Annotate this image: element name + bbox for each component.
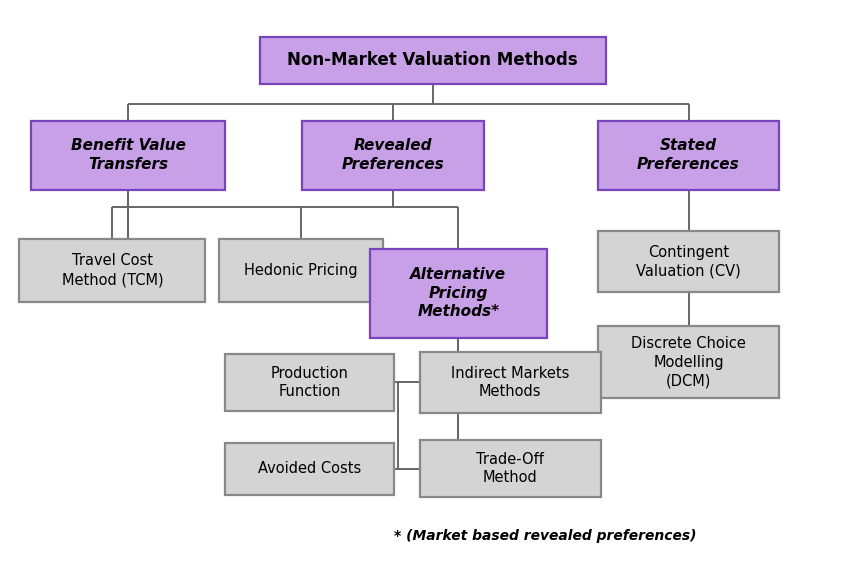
Text: Stated
Preferences: Stated Preferences <box>638 139 740 172</box>
FancyBboxPatch shape <box>31 121 225 190</box>
FancyBboxPatch shape <box>225 443 394 494</box>
FancyBboxPatch shape <box>20 239 206 302</box>
Text: Benefit Value
Transfers: Benefit Value Transfers <box>71 139 185 172</box>
FancyBboxPatch shape <box>420 352 601 412</box>
Text: Travel Cost
Method (TCM): Travel Cost Method (TCM) <box>61 254 163 287</box>
FancyBboxPatch shape <box>598 327 779 398</box>
Text: Hedonic Pricing: Hedonic Pricing <box>244 263 358 278</box>
Text: Indirect Markets
Methods: Indirect Markets Methods <box>452 366 569 399</box>
Text: Production
Function: Production Function <box>271 366 349 399</box>
FancyBboxPatch shape <box>225 354 394 411</box>
FancyBboxPatch shape <box>598 121 779 190</box>
FancyBboxPatch shape <box>219 239 383 302</box>
Text: Discrete Choice
Modelling
(DCM): Discrete Choice Modelling (DCM) <box>631 336 746 388</box>
FancyBboxPatch shape <box>302 121 484 190</box>
FancyBboxPatch shape <box>260 37 606 84</box>
FancyBboxPatch shape <box>598 231 779 292</box>
Text: Contingent
Valuation (CV): Contingent Valuation (CV) <box>636 245 741 278</box>
Text: Alternative
Pricing
Methods*: Alternative Pricing Methods* <box>410 267 507 319</box>
Text: * (Market based revealed preferences): * (Market based revealed preferences) <box>394 530 696 543</box>
Text: Avoided Costs: Avoided Costs <box>258 461 362 476</box>
Text: Trade-Off
Method: Trade-Off Method <box>477 452 544 485</box>
Text: Non-Market Valuation Methods: Non-Market Valuation Methods <box>287 51 578 70</box>
FancyBboxPatch shape <box>370 248 548 338</box>
FancyBboxPatch shape <box>420 440 601 497</box>
Text: Revealed
Preferences: Revealed Preferences <box>342 139 444 172</box>
